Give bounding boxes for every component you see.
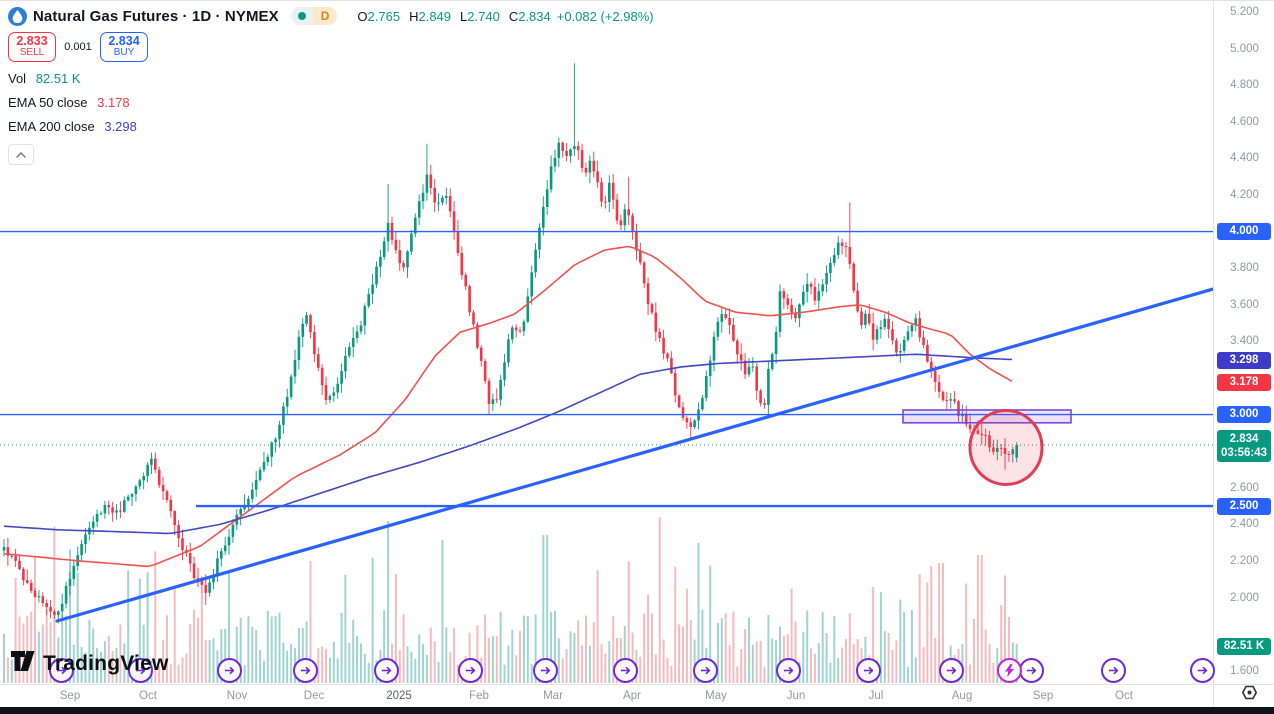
trendline-drawing[interactable] xyxy=(55,287,1213,623)
price-tick-4.600: 4.600 xyxy=(1230,116,1259,128)
contract-event-marker-icon[interactable] xyxy=(693,658,718,683)
time-label-Oct: Oct xyxy=(1115,690,1133,702)
price-axis[interactable]: 5.200 5.000 4.800 4.600 4.400 4.200 3.800 3.600… xyxy=(1213,1,1274,684)
contract-event-marker-icon[interactable] xyxy=(49,658,74,683)
price-badge-3.000: 3.000 xyxy=(1217,406,1271,423)
time-label-Nov: Nov xyxy=(226,690,248,702)
volume-label: Vol xyxy=(8,71,27,86)
price-tick-4.800: 4.800 xyxy=(1230,79,1259,91)
ohlc-h: H2.849 xyxy=(409,8,452,24)
symbol-title[interactable]: Natural Gas Futures · 1D · NYMEX xyxy=(33,7,279,25)
chart-pane[interactable] xyxy=(0,1,1213,684)
price-badge-4.000: 4.000 xyxy=(1217,223,1271,240)
ohlc-l: L2.740 xyxy=(460,8,500,24)
sell-button[interactable]: 2.833 SELL xyxy=(8,32,56,62)
price-badge-2.834: 2.834 03:56:43 xyxy=(1217,430,1271,462)
symbol-logo-icon[interactable] xyxy=(8,6,27,26)
spread-value: 0.001 xyxy=(64,41,92,53)
price-tick-3.800: 3.800 xyxy=(1230,262,1259,274)
contract-event-marker-icon[interactable] xyxy=(293,658,318,683)
market-status-half xyxy=(290,7,313,25)
contract-event-marker-icon[interactable] xyxy=(1101,658,1126,683)
ema200-legend-row[interactable]: EMA 200 close 3.298 xyxy=(8,119,654,134)
tradingview-logo-text: TradingView xyxy=(43,651,169,675)
highlight-circle-annotation[interactable] xyxy=(968,409,1044,486)
time-label-Oct: Oct xyxy=(139,690,157,702)
timeframe-pill[interactable]: D xyxy=(290,7,338,25)
ema50-value: 3.178 xyxy=(97,95,130,110)
volume-legend-row[interactable]: Vol 82.51 K xyxy=(8,71,654,86)
contract-event-marker-icon[interactable] xyxy=(1019,658,1044,683)
ema200-line[interactable] xyxy=(3,353,1013,535)
buy-price: 2.834 xyxy=(108,34,140,49)
time-label-Apr: Apr xyxy=(623,690,641,702)
price-badge-3.178: 3.178 xyxy=(1217,374,1271,391)
contract-event-marker-icon[interactable] xyxy=(776,658,801,683)
time-label-Sep: Sep xyxy=(1032,690,1054,702)
price-tick-2.400: 2.400 xyxy=(1230,518,1259,530)
price-tick-2.200: 2.200 xyxy=(1230,555,1259,567)
time-label-Mar: Mar xyxy=(543,690,563,702)
time-label-May: May xyxy=(705,690,727,702)
tradingview-watermark[interactable]: TradingView xyxy=(10,649,169,678)
price-tick-3.400: 3.400 xyxy=(1230,335,1259,347)
sell-label: SELL xyxy=(19,47,45,59)
collapse-legend-button[interactable] xyxy=(8,144,34,165)
price-tick-4.400: 4.400 xyxy=(1230,152,1259,164)
ohlc-change: +0.082 (+2.98%) xyxy=(556,8,654,24)
legend-overlay: Natural Gas Futures · 1D · NYMEX D O2.76… xyxy=(8,5,654,165)
volume-value: 82.51 K xyxy=(35,71,81,86)
tradingview-logo-icon xyxy=(10,649,36,678)
ohlc-c: C2.834 xyxy=(508,8,551,24)
ema200-label: EMA 200 close xyxy=(8,119,95,134)
ohlc-row: O2.765 H2.849 L2.740 C2.834 xyxy=(357,9,550,24)
price-tick-2.000: 2.000 xyxy=(1230,592,1259,604)
contract-event-marker-icon[interactable] xyxy=(374,658,399,683)
ema50-legend-row[interactable]: EMA 50 close 3.178 xyxy=(8,95,654,110)
contract-event-marker-icon[interactable] xyxy=(856,658,881,683)
price-tick-3.600: 3.600 xyxy=(1230,299,1259,311)
contract-event-marker-icon[interactable] xyxy=(217,658,242,683)
contract-event-marker-icon[interactable] xyxy=(458,658,483,683)
price-tick-5.200: 5.200 xyxy=(1230,6,1259,18)
price-tick-2.600: 2.600 xyxy=(1230,482,1259,494)
timeframe-badge[interactable]: D xyxy=(312,7,338,25)
chart-canvas[interactable] xyxy=(0,1,1213,684)
contract-event-marker-icon[interactable] xyxy=(533,658,558,683)
symbol-header: Natural Gas Futures · 1D · NYMEX D O2.76… xyxy=(8,5,654,27)
pane-settings-icon[interactable] xyxy=(1240,683,1259,707)
time-label-Jun: Jun xyxy=(786,690,806,702)
order-panel: 2.833 SELL 0.001 2.834 BUY xyxy=(8,32,654,62)
price-tick-4.200: 4.200 xyxy=(1230,189,1259,201)
time-label-Feb: Feb xyxy=(469,690,489,702)
contract-event-marker-icon[interactable] xyxy=(128,658,153,683)
ema200-value: 3.298 xyxy=(104,119,137,134)
lightning-event-marker-icon[interactable] xyxy=(997,658,1022,683)
axis-corner xyxy=(1213,684,1274,708)
time-label-2025: 2025 xyxy=(386,690,412,702)
price-tick-1.600: 1.600 xyxy=(1230,665,1259,677)
buy-button[interactable]: 2.834 BUY xyxy=(100,32,148,62)
contract-event-marker-icon[interactable] xyxy=(1190,658,1215,683)
time-label-Aug: Aug xyxy=(951,690,973,702)
time-label-Dec: Dec xyxy=(303,690,325,702)
window-bottom-bar xyxy=(0,707,1274,714)
price-badge-82.51K: 82.51 K xyxy=(1217,638,1271,655)
buy-label: BUY xyxy=(113,47,135,59)
price-badge-2.500: 2.500 xyxy=(1217,498,1271,515)
ema50-line[interactable] xyxy=(3,245,1013,568)
sell-price: 2.833 xyxy=(16,34,48,49)
time-label-Sep: Sep xyxy=(59,690,81,702)
contract-event-marker-icon[interactable] xyxy=(613,658,638,683)
time-axis[interactable]: Sep Oct Nov Dec 2025 Feb Mar Apr May Jun Jul Aug Sep… xyxy=(0,684,1213,708)
contract-event-marker-icon[interactable] xyxy=(939,658,964,683)
ohlc-o: O2.765 xyxy=(357,8,401,24)
ema50-label: EMA 50 close xyxy=(8,95,88,110)
chevron-up-icon xyxy=(16,151,26,158)
price-badge-3.298: 3.298 xyxy=(1217,352,1271,369)
price-tick-5.000: 5.000 xyxy=(1230,43,1259,55)
time-label-Jul: Jul xyxy=(868,690,884,702)
market-open-dot-icon xyxy=(297,12,306,20)
